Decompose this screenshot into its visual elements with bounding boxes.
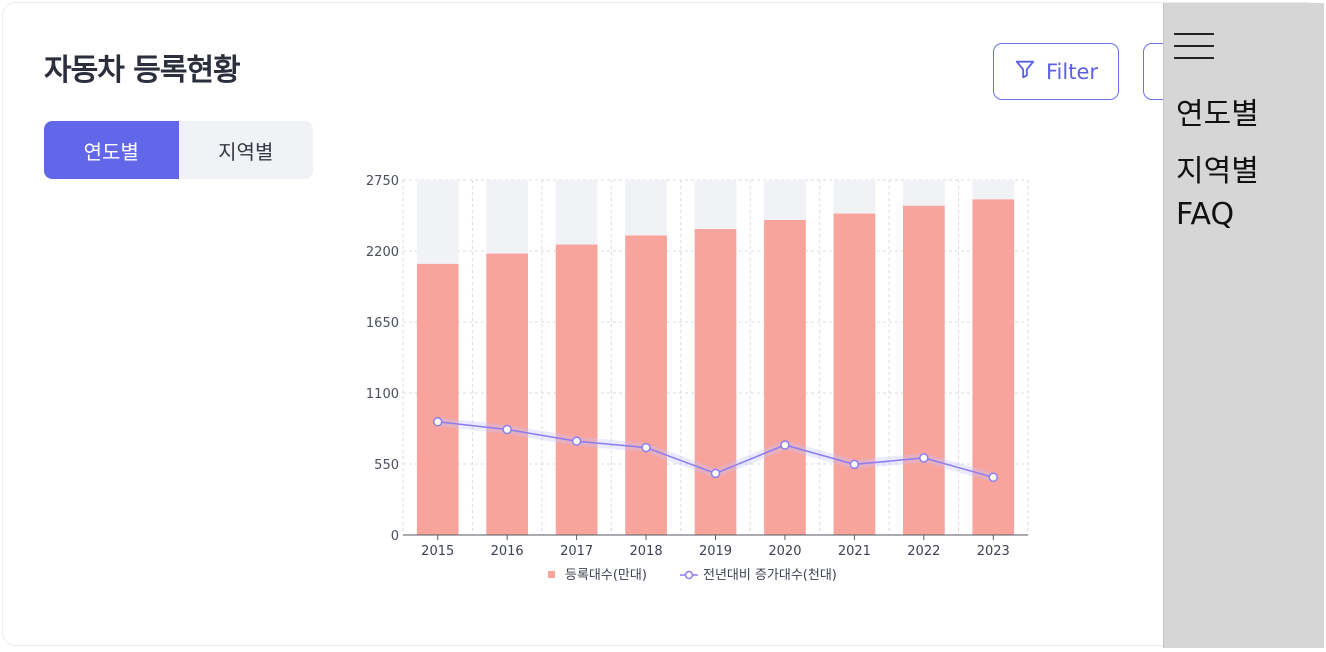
panel-item-yearly[interactable]: 연도별 xyxy=(1176,97,1259,132)
x-tick-label: 2019 xyxy=(699,544,732,559)
bar xyxy=(625,235,667,535)
line-point xyxy=(710,468,721,479)
legend-label-bar: 등록대수(만대) xyxy=(565,568,647,583)
page-title: 자동차 등록현황 xyxy=(44,53,241,88)
panel-item-faq[interactable]: FAQ xyxy=(1176,197,1235,232)
line-point xyxy=(849,459,860,470)
bar xyxy=(555,244,598,535)
view-segmented-control: 연도별 지역별 xyxy=(44,121,313,179)
legend-swatch-bar xyxy=(548,571,555,578)
x-tick-label: 2016 xyxy=(491,544,524,559)
y-tick-label: 1650 xyxy=(366,316,399,331)
side-panel: 연도별 지역별 FAQ xyxy=(1163,3,1324,648)
x-tick-label: 2017 xyxy=(560,544,593,559)
x-tick-label: 2015 xyxy=(421,544,454,559)
x-tick-label: 2020 xyxy=(768,544,801,559)
bar xyxy=(833,213,876,535)
tab-regional[interactable]: 지역별 xyxy=(218,139,274,164)
filter-icon xyxy=(1014,58,1036,85)
y-tick-label: 550 xyxy=(374,458,399,473)
bar xyxy=(486,253,528,535)
filter-label: Filter xyxy=(1045,59,1098,84)
line-point xyxy=(988,472,999,483)
x-tick-label: 2023 xyxy=(977,544,1010,559)
line-point xyxy=(919,453,929,463)
tab-yearly[interactable]: 연도별 xyxy=(44,121,179,179)
y-tick-label: 2750 xyxy=(366,174,399,189)
x-tick-label: 2021 xyxy=(838,544,871,559)
y-tick-label: 1100 xyxy=(366,387,399,402)
line-point xyxy=(641,442,651,453)
bar xyxy=(764,220,806,535)
registration-chart: 0 550 1100 1650 2200 2750 2015 2016 2017 2018 2019… xyxy=(366,174,1029,583)
hamburger-menu-icon[interactable] xyxy=(1174,33,1214,63)
line-point xyxy=(571,436,582,446)
bar xyxy=(416,263,459,535)
panel-item-regional[interactable]: 지역별 xyxy=(1176,154,1259,189)
x-tick-label: 2018 xyxy=(630,544,663,559)
legend-swatch-marker xyxy=(684,570,694,580)
bar xyxy=(694,229,737,535)
line-point xyxy=(780,440,790,450)
legend-label-line: 전년대비 증가대수(천대) xyxy=(703,568,837,583)
y-tick-label: 2200 xyxy=(366,245,399,260)
y-tick-label: 0 xyxy=(391,529,399,544)
bar xyxy=(903,205,945,535)
x-tick-label: 2022 xyxy=(907,544,940,559)
line-point xyxy=(502,424,512,435)
line-point xyxy=(432,417,443,427)
bar xyxy=(972,199,1015,535)
filter-button[interactable]: Filter xyxy=(993,43,1119,100)
